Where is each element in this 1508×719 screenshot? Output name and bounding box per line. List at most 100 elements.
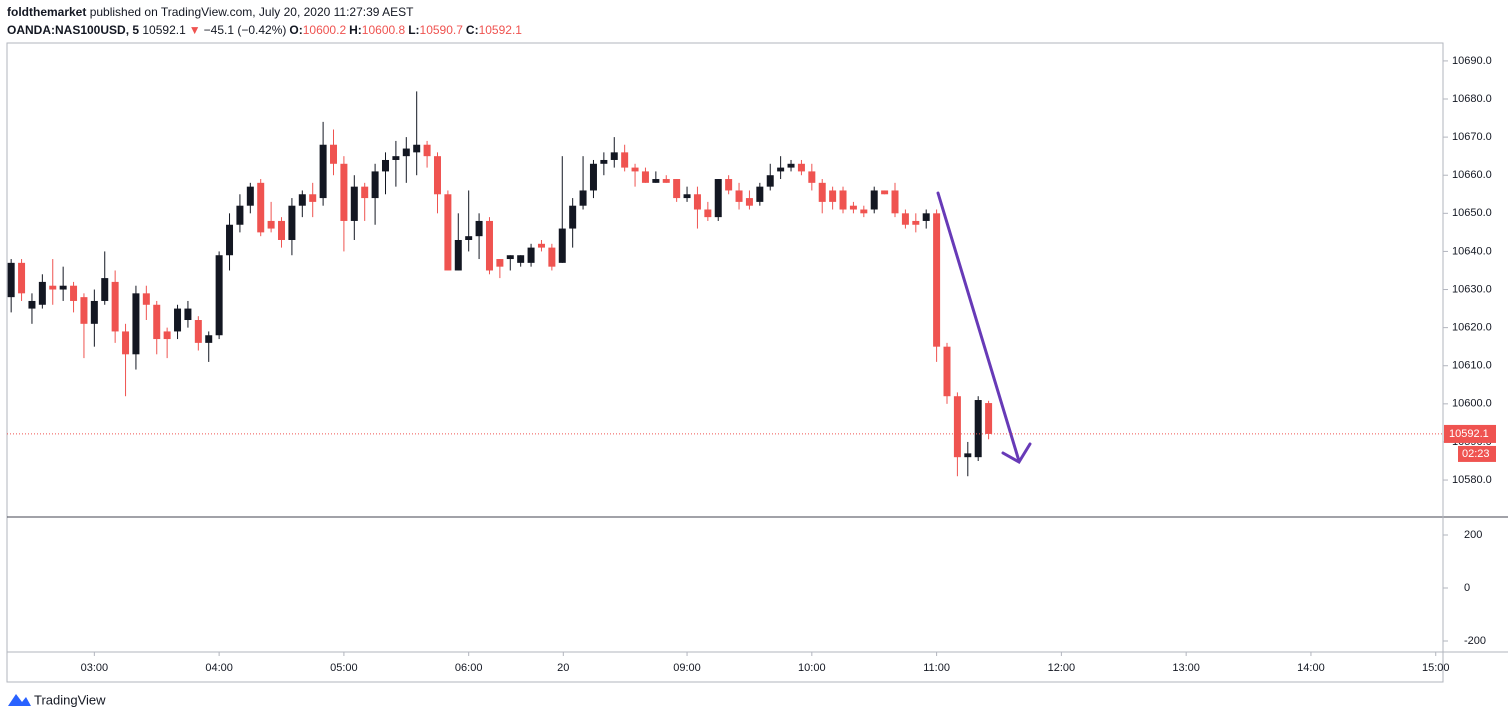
candle-body (371, 171, 379, 199)
candle-body (340, 163, 348, 221)
candle-body (454, 239, 462, 271)
candle-body (579, 190, 587, 206)
candle-body (777, 167, 785, 172)
x-tick-label: 05:00 (330, 662, 358, 674)
x-tick-label: 11:00 (923, 662, 950, 674)
candle-body (693, 194, 701, 210)
o-label: O: (289, 23, 303, 37)
candle-body (101, 278, 109, 301)
candle-body (28, 300, 36, 309)
candle-body (964, 453, 972, 458)
candle-body (517, 255, 525, 263)
countdown-tag (1458, 445, 1496, 462)
candle-body (589, 163, 597, 191)
candle-body (122, 331, 130, 355)
candle-body (641, 171, 649, 183)
candle-body (714, 179, 722, 218)
h-label: H: (349, 23, 362, 37)
c-label: C: (465, 23, 479, 37)
candle-body (496, 259, 504, 267)
candle-body (402, 148, 410, 157)
x-tick-label: 15:00 (1422, 662, 1450, 674)
x-tick-label: 20 (557, 662, 569, 674)
candle-body (797, 163, 805, 172)
candle-body (943, 346, 951, 397)
candle-body (485, 220, 493, 271)
candle-body (18, 262, 26, 294)
candle-body (725, 179, 733, 191)
candle-body (537, 243, 545, 248)
candle-body (621, 152, 629, 168)
candle-body (745, 198, 753, 206)
price-tag (1444, 424, 1496, 443)
candle-body (922, 213, 930, 221)
x-tick-label: 14:00 (1297, 662, 1325, 674)
candle-body (132, 293, 140, 355)
y-tick-label: 10610.0 (1452, 360, 1492, 372)
candle-body (891, 190, 899, 214)
candle-body (163, 331, 171, 340)
candle-body (818, 182, 826, 202)
frame (6, 42, 1444, 683)
candle-body (350, 186, 358, 221)
candle-body (766, 175, 774, 187)
candle-body (278, 220, 286, 240)
candle-body (142, 293, 150, 305)
candle-body (257, 182, 265, 233)
o: 10600.2 (302, 23, 347, 37)
published: published on TradingView.com, July 20, 2… (89, 5, 414, 19)
candle-body (49, 285, 57, 290)
legend: OANDA:NAS100USD, 5 10592.1 ▼ −45.1 (−0.42%… (7, 23, 525, 37)
candle-body (226, 224, 234, 256)
author: foldthemarket (7, 5, 87, 19)
x-tick-label: 03:00 (81, 662, 109, 674)
x-tick-label: 09:00 (673, 662, 701, 674)
y-tick-label: 200 (1464, 529, 1482, 541)
candle-body (59, 285, 67, 290)
candle-body (839, 190, 847, 210)
candle-body (267, 220, 275, 229)
candle-body (7, 262, 15, 298)
x-tick-label: 10:00 (798, 662, 826, 674)
candle-body (381, 159, 389, 172)
candle-body (548, 247, 556, 267)
countdown: 02:23 (1462, 448, 1490, 460)
candle-body (870, 190, 878, 210)
candle-body (933, 213, 941, 347)
candle-body (527, 247, 535, 263)
l-label: L: (408, 23, 420, 37)
candle-body (298, 194, 306, 206)
candle-body (246, 186, 254, 206)
y-tick-label: 10630.0 (1452, 283, 1492, 295)
candle-body (475, 220, 483, 237)
candle-body (631, 167, 639, 172)
candle-body (236, 205, 244, 225)
last: 10592.1 (142, 23, 186, 37)
price-tag-label: 10592.1 (1449, 428, 1489, 440)
l: 10590.7 (419, 23, 463, 37)
y-tick-label: 10590.0 (1452, 436, 1492, 448)
candle-body (600, 159, 608, 164)
candle-body (808, 171, 816, 183)
candle-body (735, 190, 743, 202)
change: −45.1 (−0.42%) (203, 23, 287, 37)
candle-body (433, 156, 441, 195)
x-tick-label: 04:00 (205, 662, 233, 674)
y-tick-label: 10640.0 (1452, 245, 1492, 257)
y-tick-label: -200 (1464, 635, 1486, 647)
candle-body (319, 144, 327, 199)
candle-body (683, 194, 691, 199)
candle-body (90, 300, 98, 324)
candle-body (610, 152, 618, 160)
y-tick-label: 0 (1464, 582, 1470, 594)
x-tick-label: 06:00 (455, 662, 483, 674)
candle-body (80, 297, 88, 324)
candle-body (423, 144, 431, 157)
candle-body (662, 179, 670, 183)
candle-body (506, 255, 514, 260)
y-tick-label: 10690.0 (1452, 55, 1492, 67)
candle-body (174, 308, 182, 332)
candle-body (912, 220, 920, 225)
